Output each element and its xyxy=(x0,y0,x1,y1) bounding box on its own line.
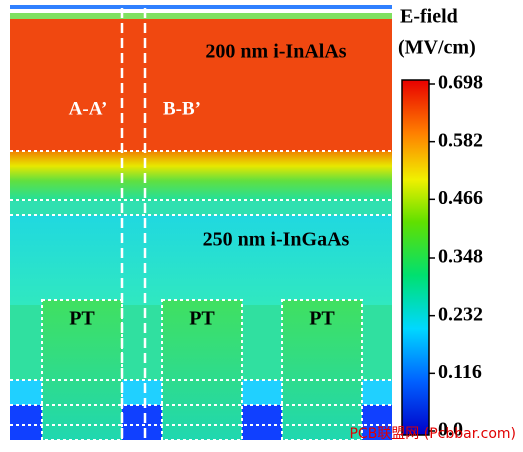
tick-label: 0.348 xyxy=(438,246,483,268)
pt-label: PT xyxy=(189,308,215,330)
tick-label: 0.116 xyxy=(438,361,482,383)
tick-label: 0.582 xyxy=(438,129,483,151)
watermark: PCB联盟网 (Pcbbar.com) xyxy=(349,426,516,442)
tick-label: 0.232 xyxy=(438,303,483,325)
colorbar-unit: (MV/cm) xyxy=(398,37,476,59)
layer-label: 200 nm i-InAlAs xyxy=(205,41,346,63)
field-map xyxy=(10,5,392,441)
pt-label: PT xyxy=(69,308,95,330)
cut-label: B-B’ xyxy=(163,98,201,119)
colorbar xyxy=(401,79,430,436)
tick-label: 0.0 xyxy=(438,419,463,441)
colorbar-title: E-field xyxy=(400,6,458,28)
tick-label: 0.698 xyxy=(438,72,483,94)
tick-label: 0.466 xyxy=(438,187,483,209)
cut-label: A-A’ xyxy=(69,98,108,119)
pt-label: PT xyxy=(309,308,335,330)
layer-label: 250 nm i-InGaAs xyxy=(203,229,350,251)
